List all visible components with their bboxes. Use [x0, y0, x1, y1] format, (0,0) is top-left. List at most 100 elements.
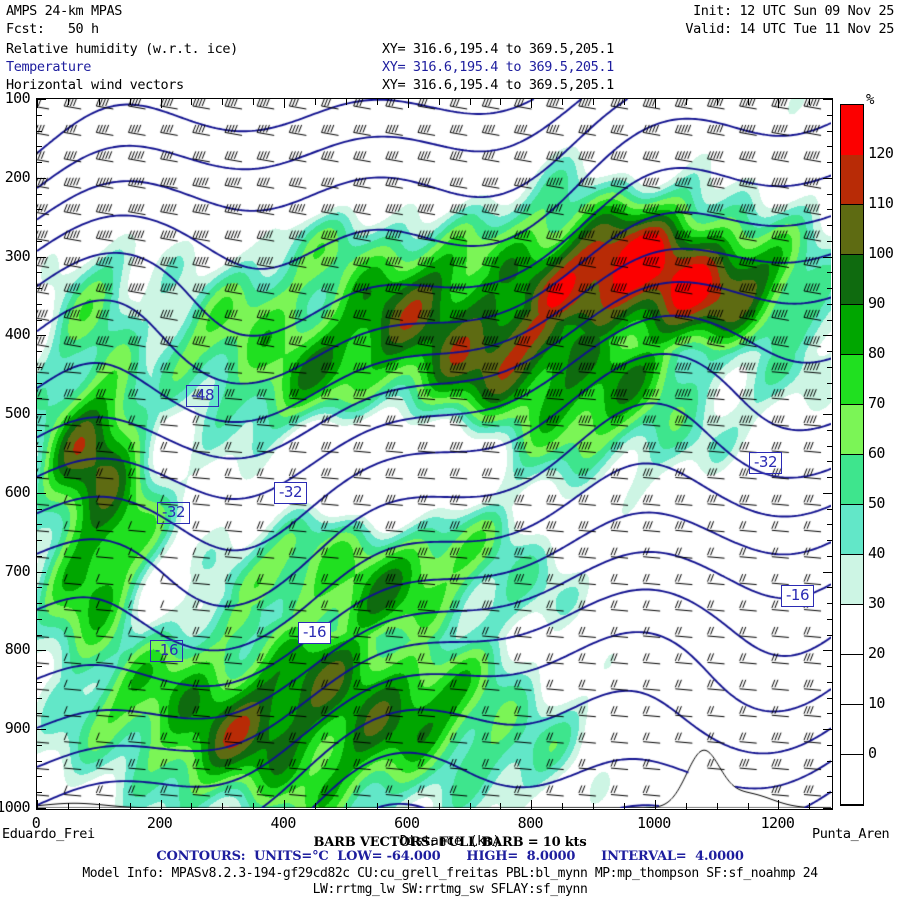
- y-tick-minor: [37, 130, 42, 132]
- y-tick-major-right: [823, 808, 832, 809]
- x-tick-minor: [716, 803, 718, 809]
- colorbar-tick-label: 80: [868, 344, 885, 362]
- y-tick-minor-right: [827, 146, 832, 148]
- y-tick-minor: [37, 666, 42, 668]
- contour-legend-note: CONTOURS: UNITS=°C LOW= -64.000 HIGH= 8.…: [156, 849, 744, 864]
- x-axis-label: 200: [146, 814, 173, 832]
- y-tick-minor-right: [827, 634, 832, 636]
- x-tick-minor-top: [469, 99, 471, 105]
- y-tick-minor-right: [827, 713, 832, 715]
- y-tick-minor-right: [827, 429, 832, 431]
- field-name-humidity: Relative humidity (w.r.t. ice): [6, 41, 238, 57]
- colorbar-segment: [841, 705, 863, 755]
- y-tick-minor: [37, 697, 42, 699]
- colorbar-tick-label: 30: [868, 594, 885, 612]
- x-tick-minor-top: [315, 99, 317, 105]
- x-tick-minor: [469, 803, 471, 809]
- x-tick-minor: [98, 803, 100, 809]
- colorbar: [840, 104, 864, 806]
- colorbar-tick-label: 40: [868, 544, 885, 562]
- y-tick-major-right: [823, 414, 832, 416]
- field-name-temperature: Temperature: [6, 59, 92, 75]
- x-tick-minor-top: [253, 99, 255, 105]
- y-tick-minor: [37, 603, 42, 605]
- y-tick-minor: [37, 555, 42, 557]
- x-tick-minor: [624, 803, 625, 809]
- y-axis-label: 900: [4, 719, 31, 738]
- colorbar-tick-label: 60: [868, 444, 885, 462]
- x-tick-minor-top: [716, 99, 718, 105]
- y-tick-major: [37, 650, 46, 652]
- colorbar-tick-label: 120: [868, 144, 894, 162]
- x-tick-minor: [67, 803, 69, 809]
- x-tick-minor: [747, 803, 749, 809]
- y-tick-major: [37, 256, 46, 258]
- y-tick-minor-right: [827, 587, 832, 589]
- x-axis-label: 800: [517, 814, 544, 832]
- x-tick-minor-top: [809, 99, 811, 105]
- y-tick-minor: [37, 351, 42, 353]
- y-tick-minor: [37, 508, 42, 510]
- x-tick-minor: [593, 803, 595, 809]
- x-tick-minor: [253, 803, 255, 809]
- init-time: Init: 12 UTC Sun 09 Nov 25: [693, 3, 894, 19]
- field-xy-wind: XY= 316.6,195.4 to 369.5,205.1: [382, 77, 614, 93]
- x-tick-major: [407, 800, 409, 809]
- y-axis-label: 700: [4, 561, 31, 580]
- model-info-line2: LW:rrtmg_lw SW:rrtmg_sw SFLAY:sf_mynn: [312, 882, 588, 897]
- y-tick-minor-right: [827, 303, 832, 305]
- y-tick-minor-right: [827, 461, 832, 463]
- y-tick-major: [37, 808, 46, 809]
- y-tick-minor-right: [827, 555, 832, 557]
- x-axis-label: 600: [394, 814, 420, 832]
- y-tick-minor-right: [827, 288, 832, 290]
- y-tick-minor-right: [827, 618, 832, 620]
- y-tick-minor-right: [827, 382, 832, 384]
- colorbar-segment: [841, 755, 863, 805]
- y-tick-minor-right: [827, 508, 832, 510]
- y-tick-major: [37, 729, 46, 731]
- y-tick-minor: [37, 776, 42, 778]
- x-tick-minor-top: [67, 99, 69, 105]
- x-tick-major: [531, 800, 533, 809]
- field-xy-temperature: XY= 316.6,195.4 to 369.5,205.1: [382, 59, 614, 75]
- colorbar-tick-label: 110: [868, 194, 894, 212]
- y-tick-minor-right: [827, 240, 832, 242]
- y-tick-minor-right: [827, 209, 832, 211]
- y-tick-minor: [37, 209, 42, 211]
- colorbar-segment: [841, 155, 863, 205]
- x-tick-minor-top: [376, 99, 378, 105]
- x-tick-minor-top: [747, 99, 749, 105]
- y-tick-minor-right: [827, 744, 832, 746]
- temperature-contour-label: -32: [157, 502, 190, 524]
- valid-time: Valid: 14 UTC Tue 11 Nov 25: [685, 21, 894, 37]
- header-block: AMPS 24-km MPAS Fcst: 50 h Init: 12 UTC …: [0, 0, 900, 93]
- y-tick-minor: [37, 760, 42, 762]
- y-tick-major-right: [823, 256, 832, 258]
- y-axis-label: 1000: [0, 798, 31, 816]
- y-tick-major: [37, 414, 46, 416]
- x-axis-label: 0: [31, 814, 41, 832]
- x-tick-minor-top: [222, 99, 224, 105]
- model-info-line1: Model Info: MPASv8.2.3-194-gf29cd82c CU:…: [82, 866, 818, 881]
- y-axis-label: 300: [4, 246, 31, 265]
- y-tick-major: [37, 335, 46, 337]
- y-tick-major: [37, 177, 46, 179]
- y-tick-minor: [37, 240, 42, 242]
- y-tick-minor: [37, 288, 42, 290]
- colorbar-unit-label: %: [866, 92, 875, 108]
- y-axis-label: 400: [4, 325, 31, 344]
- cross-section-plot: -48 -32 -32 -32 -16 -16 -16: [36, 98, 833, 810]
- y-tick-minor: [37, 524, 42, 526]
- x-tick-minor-top: [593, 99, 595, 105]
- x-axis-title: Distance (km): [399, 833, 501, 849]
- x-tick-minor: [222, 803, 224, 809]
- x-tick-minor: [315, 803, 317, 809]
- y-axis-label: 800: [4, 640, 31, 659]
- y-tick-minor: [37, 681, 42, 683]
- forecast-hour: Fcst: 50 h: [6, 21, 99, 37]
- colorbar-segment: [841, 605, 863, 655]
- field-name-wind: Horizontal wind vectors: [6, 77, 184, 93]
- y-tick-minor: [37, 162, 42, 164]
- y-tick-minor-right: [827, 776, 832, 778]
